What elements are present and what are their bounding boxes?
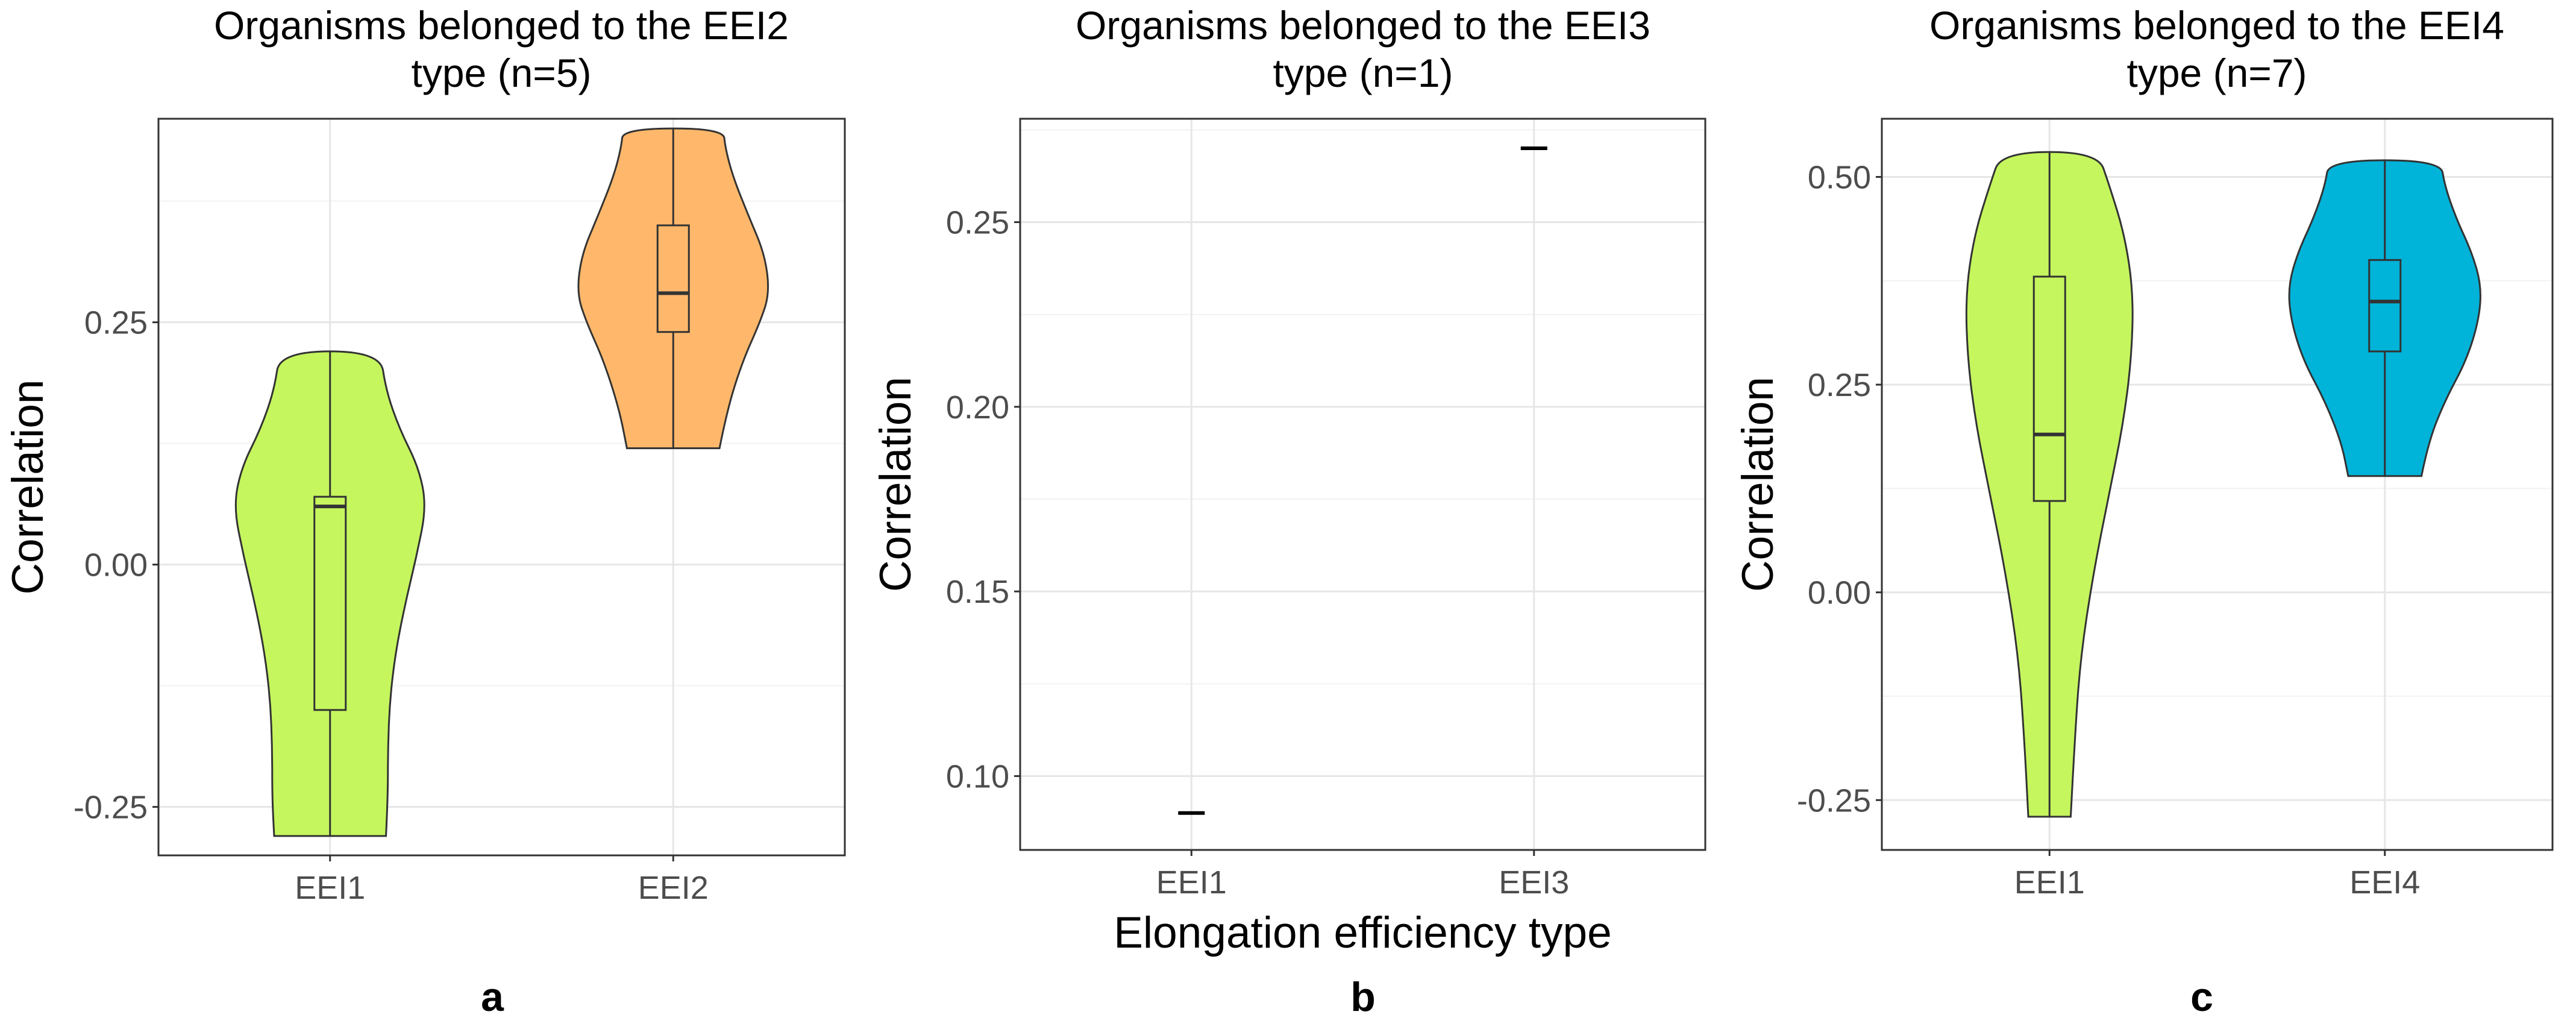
panel-label: b bbox=[1350, 974, 1376, 1020]
chart-panel-c: -0.25 0.00 0.25 0.50 EEI1 EEI4 Organisms belon… bbox=[1734, 3, 2554, 1020]
box-EEI1 bbox=[2032, 275, 2066, 502]
y-axis-label: Correlation bbox=[1734, 377, 1782, 592]
y-tick-label: 0.25 bbox=[946, 205, 1009, 241]
x-axis-label: Elongation efficiency type bbox=[1114, 908, 1612, 957]
y-tick-label: 0.25 bbox=[84, 305, 148, 341]
chart-title: type (n=5) bbox=[412, 51, 592, 95]
y-tick-label: 0.15 bbox=[946, 574, 1009, 610]
x-tick-label: EEI1 bbox=[2014, 864, 2085, 901]
y-tick-label: 0.25 bbox=[1808, 367, 1871, 403]
y-tick-label: 0.00 bbox=[84, 547, 148, 584]
chart-panel-b: 0.10 0.15 0.20 0.25 EEI1 EEI3 Organisms belong… bbox=[871, 3, 1706, 1020]
y-tick-label: 0.10 bbox=[946, 758, 1009, 794]
chart-title: Organisms belonged to the EEI4 bbox=[1929, 3, 2504, 48]
y-axis-label: Correlation bbox=[871, 377, 920, 592]
y-tick-label: -0.25 bbox=[1797, 782, 1871, 819]
box-EEI1 bbox=[313, 495, 347, 711]
panel-label: c bbox=[2190, 974, 2213, 1020]
y-tick-label: 0.50 bbox=[1808, 159, 1871, 195]
y-axis-label: Correlation bbox=[4, 379, 52, 594]
panel-label: a bbox=[481, 974, 504, 1020]
x-tick-label: EEI1 bbox=[295, 870, 365, 906]
chart-title: Organisms belonged to the EEI3 bbox=[1076, 3, 1650, 48]
y-tick-label: 0.20 bbox=[946, 389, 1009, 426]
chart-title: Organisms belonged to the EEI2 bbox=[214, 3, 789, 48]
chart-title: type (n=7) bbox=[2127, 51, 2307, 95]
plot-border bbox=[157, 118, 846, 857]
x-tick-label: EEI1 bbox=[1156, 864, 1227, 901]
box-EEI2 bbox=[656, 224, 690, 333]
plot-border bbox=[1019, 118, 1706, 851]
chart-title: type (n=1) bbox=[1273, 51, 1453, 95]
y-tick-label: -0.25 bbox=[74, 790, 148, 826]
chart-panel-a: -0.25 0.00 0.25 EEI1 EEI2 Organisms belonged … bbox=[4, 3, 846, 1020]
y-tick-label: 0.00 bbox=[1808, 575, 1871, 611]
x-tick-label: EEI4 bbox=[2349, 864, 2420, 901]
plot-border bbox=[1881, 118, 2554, 851]
box-EEI4 bbox=[2368, 259, 2402, 353]
plot-area bbox=[1020, 119, 1705, 850]
x-tick-label: EEI3 bbox=[1499, 864, 1569, 901]
x-tick-label: EEI2 bbox=[638, 870, 709, 906]
